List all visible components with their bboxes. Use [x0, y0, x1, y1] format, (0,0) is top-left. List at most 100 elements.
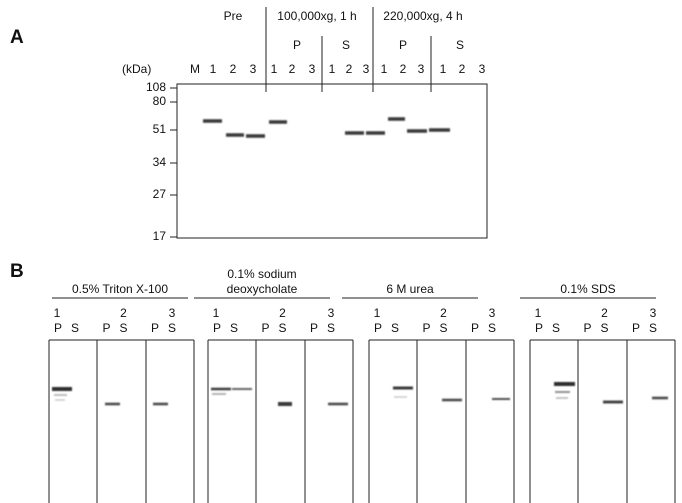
fraction-label: S — [600, 321, 608, 335]
blot-frame — [177, 84, 487, 238]
fraction-label: S — [327, 321, 335, 335]
band — [269, 120, 287, 124]
fraction-label: S — [71, 321, 79, 335]
group-title: 220,000xg, 4 h — [383, 9, 462, 23]
band — [407, 129, 427, 133]
sample-number: 1 — [374, 306, 381, 320]
fraction-label: P — [151, 321, 159, 335]
fraction-label: S — [456, 38, 464, 52]
fraction-label: S — [391, 321, 399, 335]
band — [555, 391, 570, 393]
band — [328, 403, 348, 406]
band — [54, 394, 67, 396]
lane-number: 3 — [250, 62, 257, 76]
band — [394, 396, 407, 397]
fraction-label: S — [488, 321, 496, 335]
band — [556, 397, 568, 399]
size-marker: 27 — [153, 187, 167, 201]
lane-number: 3 — [363, 62, 370, 76]
sample-number: 1 — [54, 306, 61, 320]
band — [652, 397, 668, 400]
panel-label: A — [10, 27, 24, 48]
treatment-title: 0.1% sodium — [227, 267, 296, 281]
treatment-title: 6 M urea — [386, 282, 434, 296]
fraction-label: P — [293, 38, 301, 52]
fraction-label: S — [649, 321, 657, 335]
size-marker: 34 — [153, 155, 167, 169]
lane-number: 2 — [289, 62, 296, 76]
band — [393, 387, 413, 390]
figure: A (kDa) M B Pre123100,000xg, 1 hP123S123… — [0, 0, 682, 503]
page: {"panel_a": { "label": "A", "size_unit":… — [0, 0, 682, 503]
fraction-label: P — [632, 321, 640, 335]
fraction-label: P — [310, 321, 318, 335]
marker-lane: M — [190, 62, 200, 76]
treatment-title: deoxycholate — [227, 282, 298, 296]
fraction-label: P — [583, 321, 591, 335]
size-unit: (kDa) — [122, 62, 151, 76]
size-marker: 51 — [153, 122, 167, 136]
band — [429, 128, 450, 132]
fraction-label: S — [230, 321, 238, 335]
band — [366, 131, 385, 135]
lane-number: 3 — [418, 62, 425, 76]
size-marker: 17 — [153, 229, 167, 243]
sample-number: 3 — [489, 306, 496, 320]
group-title: 100,000xg, 1 h — [277, 9, 356, 23]
group-title: Pre — [224, 9, 243, 23]
sample-number: 2 — [120, 306, 127, 320]
lane-number: 3 — [479, 62, 486, 76]
sample-number: 2 — [440, 306, 447, 320]
band — [55, 399, 65, 400]
fraction-label: S — [439, 321, 447, 335]
band — [603, 401, 623, 404]
size-marker: 108 — [146, 80, 166, 94]
band — [345, 131, 364, 135]
treatment-title: 0.1% SDS — [560, 282, 615, 296]
sample-number: 1 — [213, 306, 220, 320]
band — [388, 117, 405, 121]
fraction-label: P — [102, 321, 110, 335]
fraction-label: S — [119, 321, 127, 335]
lane-number: 1 — [440, 62, 447, 76]
fraction-label: S — [278, 321, 286, 335]
fraction-label: P — [213, 321, 221, 335]
fraction-label: P — [399, 38, 407, 52]
band — [554, 382, 575, 386]
fraction-label: S — [342, 38, 350, 52]
band — [278, 402, 292, 406]
fraction-label: P — [261, 321, 269, 335]
lane-number: 3 — [309, 62, 316, 76]
band — [232, 388, 252, 390]
lane-number: 1 — [381, 62, 388, 76]
sample-number: 3 — [328, 306, 335, 320]
lane-number: 1 — [210, 62, 217, 76]
band — [226, 133, 244, 137]
fraction-label: S — [168, 321, 176, 335]
fraction-label: P — [422, 321, 430, 335]
lane-number: 1 — [329, 62, 336, 76]
lane-number: 2 — [400, 62, 407, 76]
sample-number: 3 — [169, 306, 176, 320]
lane-number: 1 — [271, 62, 278, 76]
fraction-label: P — [54, 321, 62, 335]
fraction-label: P — [374, 321, 382, 335]
band — [52, 387, 72, 391]
lane-number: 2 — [230, 62, 237, 76]
fraction-label: P — [471, 321, 479, 335]
band — [212, 393, 226, 395]
treatment-title: 0.5% Triton X-100 — [72, 282, 168, 296]
sample-number: 2 — [279, 306, 286, 320]
lane-number: 2 — [346, 62, 353, 76]
band — [211, 388, 231, 391]
band — [105, 403, 120, 406]
fraction-label: P — [535, 321, 543, 335]
fraction-label: S — [552, 321, 560, 335]
band — [442, 399, 462, 402]
panel-label: B — [10, 261, 24, 282]
lane-number: 2 — [459, 62, 466, 76]
sample-number: 3 — [650, 306, 657, 320]
sample-number: 1 — [535, 306, 542, 320]
band — [492, 398, 510, 400]
band — [153, 403, 168, 406]
